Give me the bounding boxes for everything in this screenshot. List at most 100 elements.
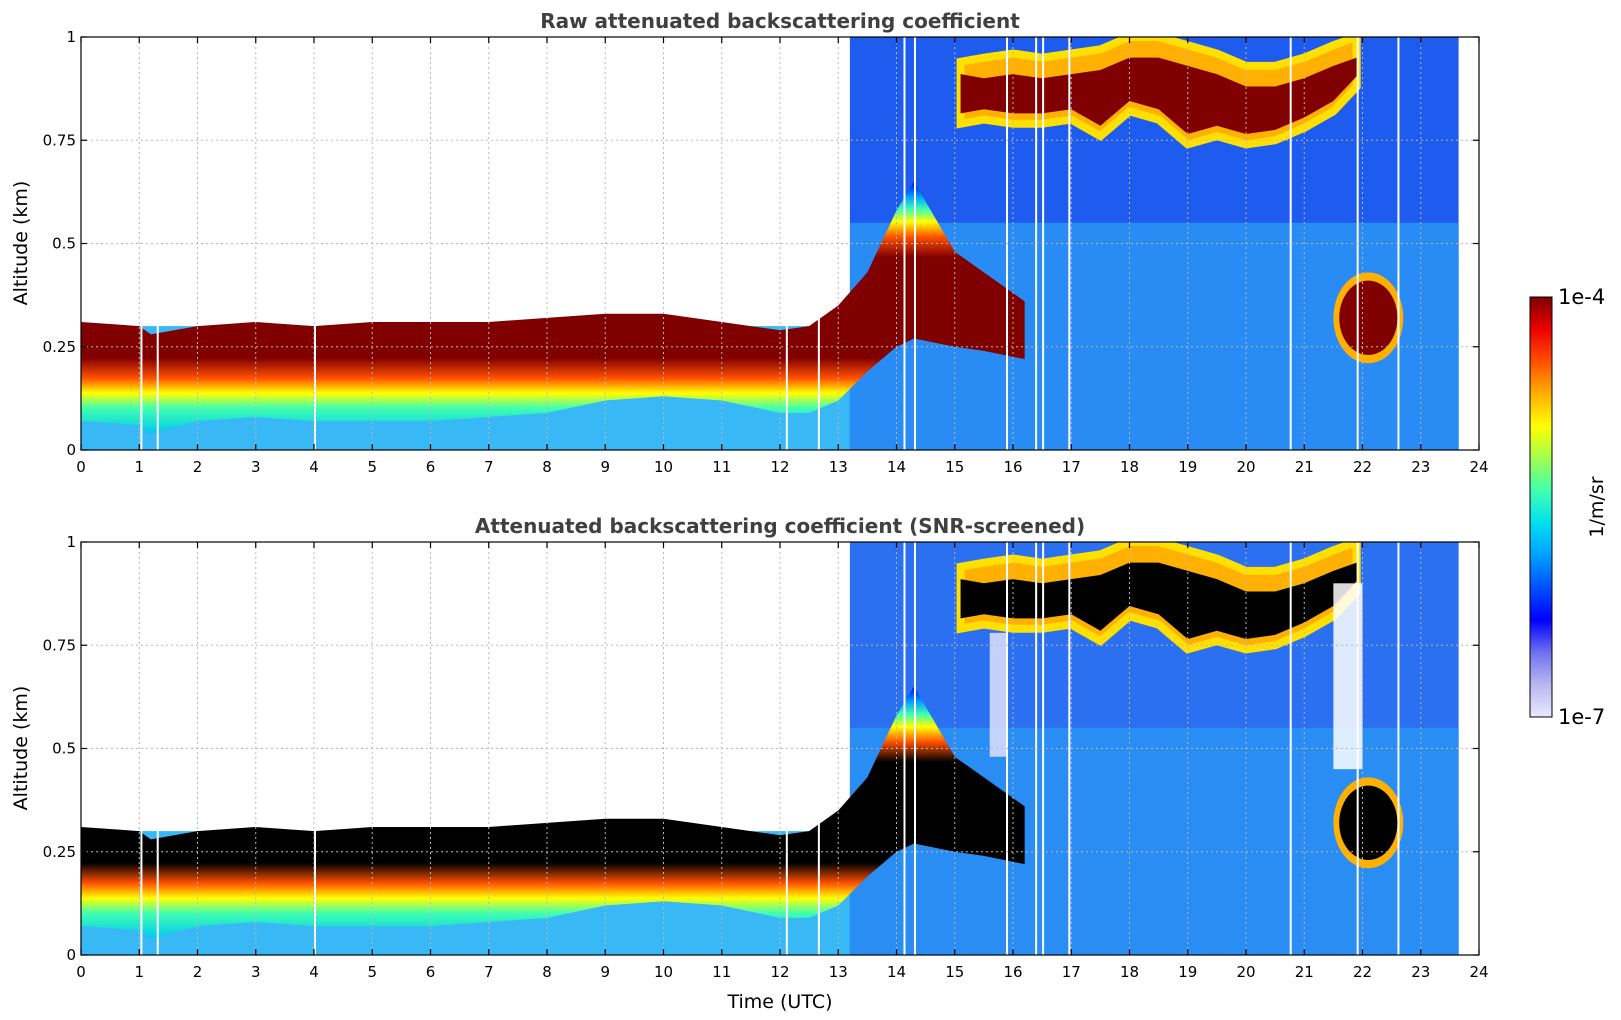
x-tick-label: 13 (829, 963, 848, 981)
x-tick-label: 14 (887, 458, 906, 476)
x-tick-label: 13 (829, 458, 848, 476)
colorbar-min-label: 1e-7 (1558, 705, 1605, 729)
x-tick-label: 20 (1236, 963, 1255, 981)
boundary-layer-band (81, 181, 1025, 434)
data-gap (903, 37, 906, 450)
x-tick-label: 19 (1178, 963, 1197, 981)
cloud-blob-core (1339, 280, 1398, 356)
x-tick-label: 5 (367, 963, 377, 981)
panel-raw: Raw attenuated backscattering coefficien… (10, 9, 1489, 476)
x-tick-label: 11 (712, 458, 731, 476)
y-axis-label-snr-screened: Altitude (km) (10, 686, 32, 811)
x-tick-label: 2 (193, 963, 203, 981)
x-tick-label: 21 (1295, 963, 1314, 981)
y-tick-label: 0.5 (52, 740, 76, 758)
colorbar-unit-label: 1/m/sr (1586, 476, 1608, 537)
panel-title-raw: Raw attenuated backscattering coefficien… (540, 9, 1020, 33)
x-tick-label: 2 (193, 458, 203, 476)
x-tick-label: 18 (1120, 963, 1139, 981)
x-tick-label: 8 (542, 963, 552, 981)
data-gap (1397, 542, 1400, 955)
data-gap (1289, 37, 1292, 450)
y-axis-snr-screened: 0 0.25 0.5 0.75 1 (43, 533, 1479, 964)
x-tick-label: 24 (1469, 458, 1488, 476)
grid-snr-screened (81, 542, 1479, 955)
data-gap (314, 542, 316, 955)
x-tick-label: 6 (426, 458, 436, 476)
colorbar-max-label: 1e-4 (1558, 285, 1605, 309)
x-tick-label: 18 (1120, 458, 1139, 476)
y-axis-label-raw: Altitude (km) (10, 181, 32, 306)
x-tick-label: 4 (309, 458, 319, 476)
x-tick-label: 16 (1003, 458, 1022, 476)
data-gap (1068, 37, 1071, 450)
x-tick-label: 9 (600, 458, 610, 476)
x-tick-label: 19 (1178, 458, 1197, 476)
x-axis-label: Time (UTC) (726, 991, 832, 1013)
upper-cloud-core (960, 562, 1357, 640)
x-tick-label: 4 (309, 963, 319, 981)
y-tick-label: 1 (66, 533, 76, 551)
y-tick-label: 0.25 (43, 843, 76, 861)
data-gap (817, 37, 820, 450)
x-axis-raw: 0 1 2 3 4 5 6 7 8 9 10 11 12 13 14 15 16 17 18 19 20 21 22 23 24 (76, 37, 1489, 476)
x-tick-label: 8 (542, 458, 552, 476)
x-tick-label: 12 (770, 458, 789, 476)
x-tick-label: 14 (887, 963, 906, 981)
x-tick-label: 0 (76, 963, 86, 981)
y-tick-label: 0.75 (43, 636, 76, 654)
y-tick-label: 0.75 (43, 131, 76, 149)
data-gap (314, 37, 316, 450)
data-gap (913, 542, 916, 955)
x-tick-label: 1 (134, 458, 144, 476)
x-tick-label: 22 (1353, 963, 1372, 981)
data-gap (1042, 37, 1045, 450)
x-tick-label: 11 (712, 963, 731, 981)
y-tick-label: 1 (66, 28, 76, 46)
data-gap (817, 542, 820, 955)
x-tick-label: 6 (426, 963, 436, 981)
data-gap (1042, 542, 1045, 955)
x-tick-label: 23 (1411, 963, 1430, 981)
x-tick-label: 12 (770, 963, 789, 981)
x-tick-label: 22 (1353, 458, 1372, 476)
x-tick-label: 10 (654, 458, 673, 476)
y-tick-label: 0 (66, 441, 76, 459)
colorbar-gradient (1529, 296, 1553, 718)
x-tick-label: 16 (1003, 963, 1022, 981)
x-axis-snr-screened: 0 1 2 3 4 5 6 7 8 9 10 11 12 13 14 15 16 17 18 19 20 21 22 23 24 (76, 542, 1489, 981)
data-gap (1068, 542, 1071, 955)
x-tick-label: 7 (484, 963, 494, 981)
colorbar: 1e-4 1e-7 1/m/sr (1529, 285, 1608, 729)
x-tick-label: 23 (1411, 458, 1430, 476)
x-tick-label: 21 (1295, 458, 1314, 476)
data-gap (1397, 37, 1400, 450)
x-tick-label: 15 (945, 458, 964, 476)
x-tick-label: 0 (76, 458, 86, 476)
x-tick-label: 15 (945, 963, 964, 981)
boundary-layer-band (81, 686, 1025, 939)
x-tick-label: 5 (367, 458, 377, 476)
data-gap (903, 542, 906, 955)
x-tick-label: 24 (1469, 963, 1488, 981)
grid-raw (81, 37, 1479, 450)
data-gap (913, 37, 916, 450)
x-tick-label: 3 (251, 458, 261, 476)
y-tick-label: 0 (66, 946, 76, 964)
x-tick-label: 7 (484, 458, 494, 476)
cloud-blob-core (1339, 785, 1398, 861)
data-gap (1289, 542, 1292, 955)
y-tick-label: 0.25 (43, 338, 76, 356)
screened-region (989, 632, 1008, 757)
y-axis-raw: 0 0.25 0.5 0.75 1 (43, 28, 1479, 459)
x-tick-label: 1 (134, 963, 144, 981)
panel-snr-screened: Attenuated backscattering coefficient (S… (10, 514, 1489, 1013)
x-tick-label: 3 (251, 963, 261, 981)
panel-title-snr-screened: Attenuated backscattering coefficient (S… (475, 514, 1085, 538)
upper-cloud-core (960, 57, 1357, 135)
x-tick-label: 9 (600, 963, 610, 981)
x-tick-label: 10 (654, 963, 673, 981)
x-tick-label: 17 (1062, 458, 1081, 476)
x-tick-label: 20 (1236, 458, 1255, 476)
